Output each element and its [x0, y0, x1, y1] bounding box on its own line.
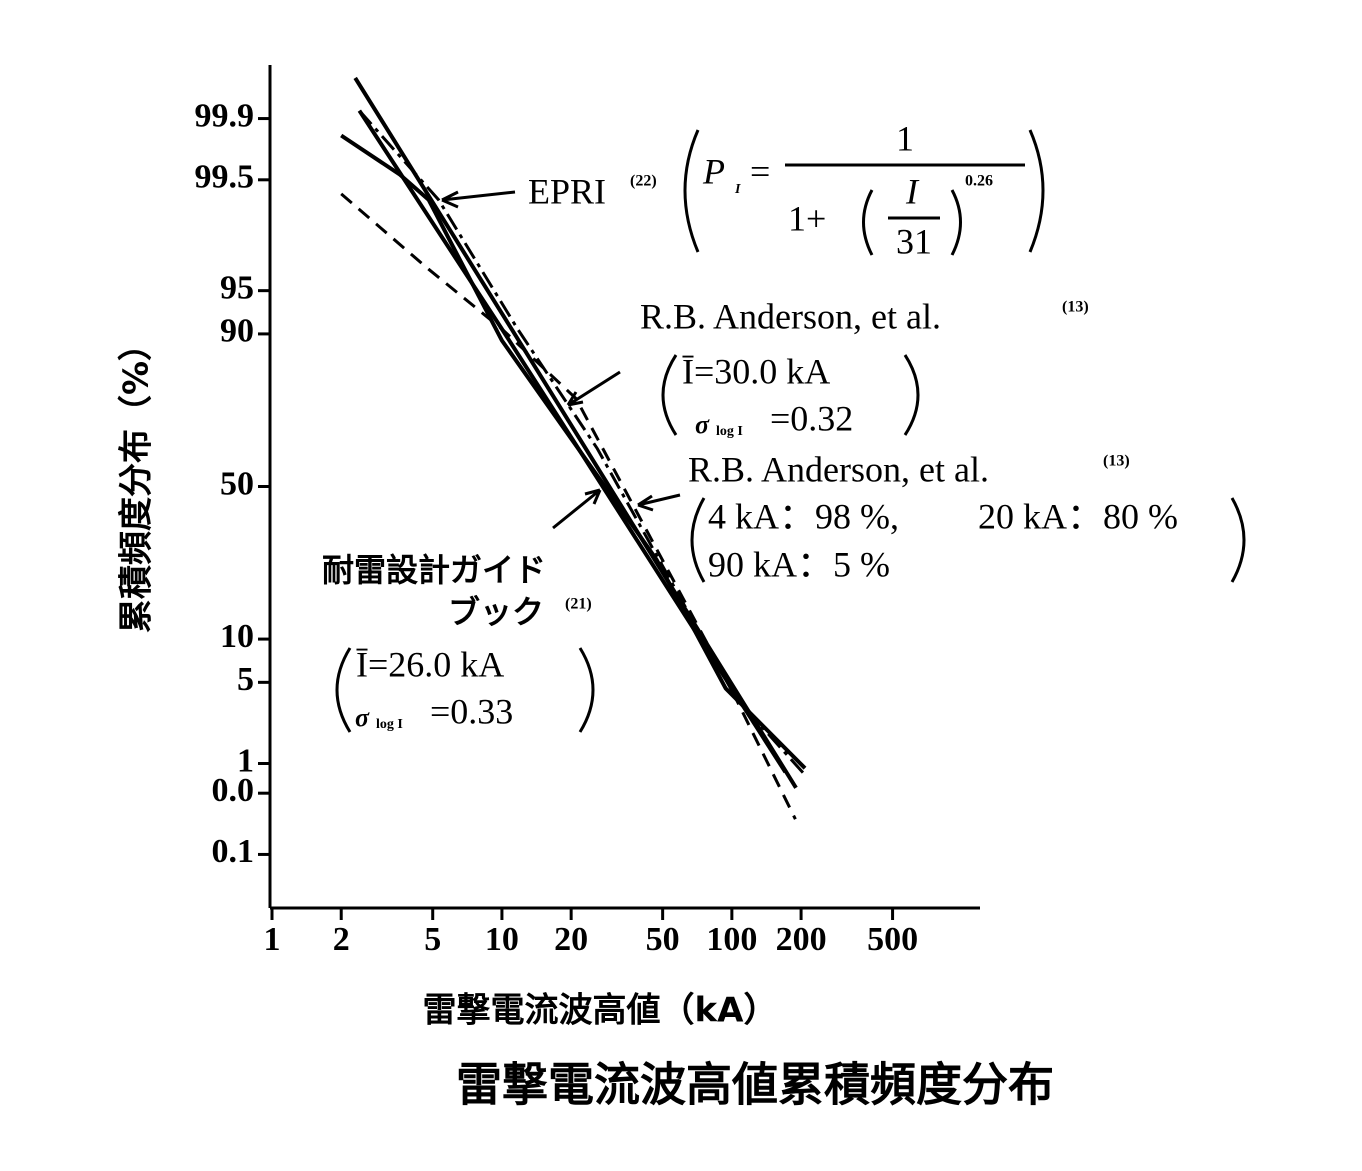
y-tick-label: 10 [220, 618, 254, 655]
annotation: 0.26 [965, 173, 993, 190]
paren [578, 647, 595, 733]
arrow [637, 493, 681, 512]
annotation: σ [355, 703, 370, 732]
annotation: 4 kA：98 %, [708, 496, 899, 536]
annotation: Ī=26.0 kA [356, 644, 504, 684]
annotation: R.B. Anderson, et al. [640, 296, 941, 336]
paren [1230, 497, 1246, 583]
x-tick-label: 10 [485, 921, 519, 958]
annotation: =0.32 [770, 398, 853, 438]
series-line [358, 109, 807, 777]
annotation: I [905, 171, 920, 211]
series-line [340, 133, 807, 770]
y-tick-label: 90 [220, 313, 254, 350]
x-tick-label: 1 [264, 921, 281, 958]
annotation: ブック [448, 593, 544, 631]
arrow [552, 488, 602, 530]
series-line [340, 192, 797, 820]
y-tick-label: 50 [220, 465, 254, 502]
annotation: I [734, 182, 741, 197]
x-tick-label: 50 [646, 921, 680, 958]
paren [1028, 129, 1045, 253]
chart-title: 雷撃電流波高値累積頻度分布 [456, 1058, 1054, 1112]
y-tick-label: 95 [220, 269, 254, 306]
x-axis-label: 雷撃電流波高値（kA） [423, 991, 778, 1031]
annotation: σ [695, 410, 710, 439]
paren [690, 497, 706, 583]
annotation: (22) [630, 173, 657, 190]
paren [862, 189, 874, 256]
y-tick-label: 5 [237, 661, 254, 698]
annotation: 耐雷設計ガイド [322, 551, 546, 589]
y-axis-label: 累積頻度分布（%） [117, 327, 157, 633]
annotation: log I [376, 717, 403, 732]
y-tick-label: 99.9 [195, 97, 255, 134]
annotation: 1 [896, 118, 914, 158]
paren [903, 354, 920, 436]
y-tick-label: 0.1 [212, 833, 255, 870]
annotation: 90 kA：5 % [708, 544, 890, 584]
y-tick-label: 0.0 [212, 772, 255, 809]
x-tick-label: 5 [424, 921, 441, 958]
annotation: R.B. Anderson, et al. [688, 449, 989, 489]
arrow [441, 190, 516, 209]
annotation: =0.33 [430, 691, 513, 731]
annotation: = [750, 151, 770, 191]
paren [950, 189, 962, 256]
annotation: EPRI [528, 171, 606, 211]
x-tick-label: 100 [706, 921, 757, 958]
annotation: 20 kA：80 % [978, 496, 1178, 536]
annotation: Ī=30.0 kA [682, 351, 830, 391]
x-tick-label: 500 [867, 921, 918, 958]
x-tick-label: 200 [776, 921, 827, 958]
annotation: (21) [565, 596, 592, 613]
y-tick-label: 1 [237, 742, 254, 779]
series-line [353, 76, 798, 789]
paren [335, 647, 352, 733]
x-tick-label: 2 [333, 921, 350, 958]
annotation: 31 [896, 221, 932, 261]
paren [661, 354, 678, 436]
annotation: P [702, 151, 725, 191]
y-tick-label: 99.5 [195, 159, 255, 196]
paren [683, 129, 700, 253]
annotation: log I [716, 424, 743, 439]
annotation: 1+ [788, 198, 826, 238]
x-tick-label: 20 [554, 921, 588, 958]
annotation: (13) [1103, 453, 1130, 470]
annotation: (13) [1062, 299, 1089, 316]
